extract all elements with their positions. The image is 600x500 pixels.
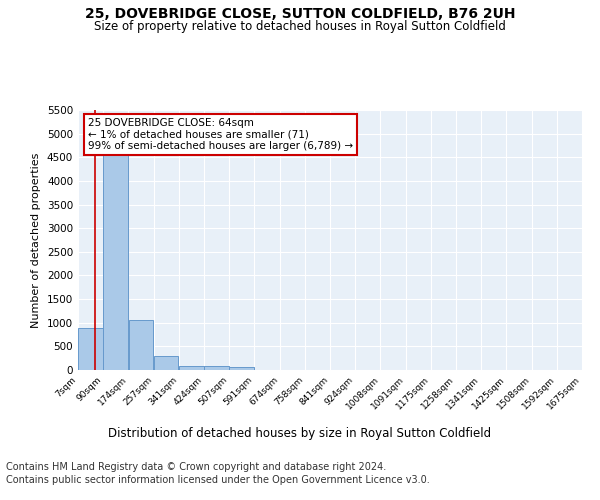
Bar	[103, 154, 128, 370]
Bar	[78, 328, 103, 370]
Y-axis label: Number of detached properties: Number of detached properties	[31, 152, 41, 328]
Bar	[229, 368, 254, 370]
Text: Size of property relative to detached houses in Royal Sutton Coldfield: Size of property relative to detached ho…	[94, 20, 506, 33]
Bar	[179, 366, 204, 370]
Bar	[128, 320, 154, 370]
Text: Distribution of detached houses by size in Royal Sutton Coldfield: Distribution of detached houses by size …	[109, 428, 491, 440]
Text: 25 DOVEBRIDGE CLOSE: 64sqm
← 1% of detached houses are smaller (71)
99% of semi-: 25 DOVEBRIDGE CLOSE: 64sqm ← 1% of detac…	[88, 118, 353, 151]
Text: Contains public sector information licensed under the Open Government Licence v3: Contains public sector information licen…	[6, 475, 430, 485]
Text: 25, DOVEBRIDGE CLOSE, SUTTON COLDFIELD, B76 2UH: 25, DOVEBRIDGE CLOSE, SUTTON COLDFIELD, …	[85, 8, 515, 22]
Bar	[154, 356, 178, 370]
Bar	[204, 366, 229, 370]
Text: Contains HM Land Registry data © Crown copyright and database right 2024.: Contains HM Land Registry data © Crown c…	[6, 462, 386, 472]
